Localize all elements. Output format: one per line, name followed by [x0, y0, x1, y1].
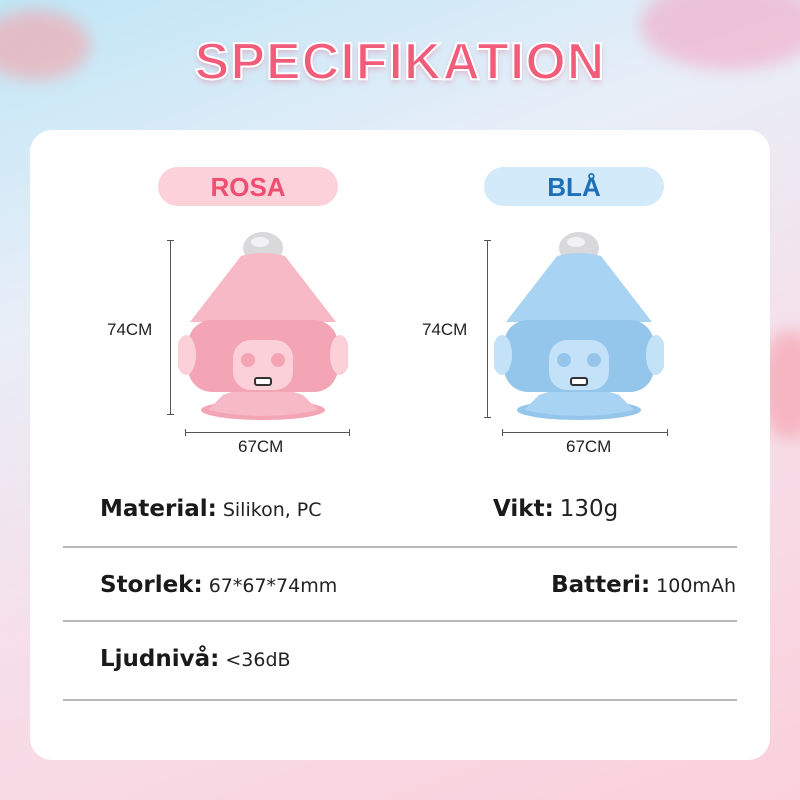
height-label: 74CM [422, 320, 468, 339]
variant-label-rosa: ROSA [158, 167, 338, 206]
width-dimension-line [185, 429, 350, 436]
spec-card [30, 130, 770, 760]
spec-batteri: Batteri: 100mAh [551, 572, 736, 598]
spec-value: Silikon, PC [222, 499, 322, 521]
spec-label: Ljudnivå: [100, 646, 220, 672]
divider [63, 699, 737, 701]
spec-label: Material: [100, 496, 217, 522]
spec-value: 100mAh [656, 575, 736, 597]
spec-value: 130g [559, 496, 619, 522]
height-dimension-line [167, 240, 174, 415]
spec-material: Material: Silikon, PC [100, 496, 322, 522]
background-petal [0, 10, 90, 80]
height-label: 74CM [107, 320, 153, 339]
spec-vikt: Vikt: 130g [493, 496, 618, 522]
width-label: 67CM [566, 437, 612, 456]
spec-label: Vikt: [493, 496, 554, 522]
page-title: SPECIFIKATION [194, 32, 606, 92]
spec-value: <36dB [225, 649, 291, 671]
product-image-rosa [176, 230, 350, 420]
product-image-bla [492, 230, 666, 420]
width-dimension-line [502, 429, 668, 436]
width-label: 67CM [238, 437, 284, 456]
spec-value: 67*67*74mm [208, 575, 338, 597]
spec-label: Storlek: [100, 572, 203, 598]
variant-label-bla: BLÅ [484, 167, 664, 206]
divider [63, 546, 737, 548]
spec-storlek: Storlek: 67*67*74mm [100, 572, 337, 598]
height-dimension-line [484, 240, 491, 418]
spec-ljudniva: Ljudnivå: <36dB [100, 646, 291, 672]
divider [63, 620, 737, 622]
spec-label: Batteri: [551, 572, 651, 598]
